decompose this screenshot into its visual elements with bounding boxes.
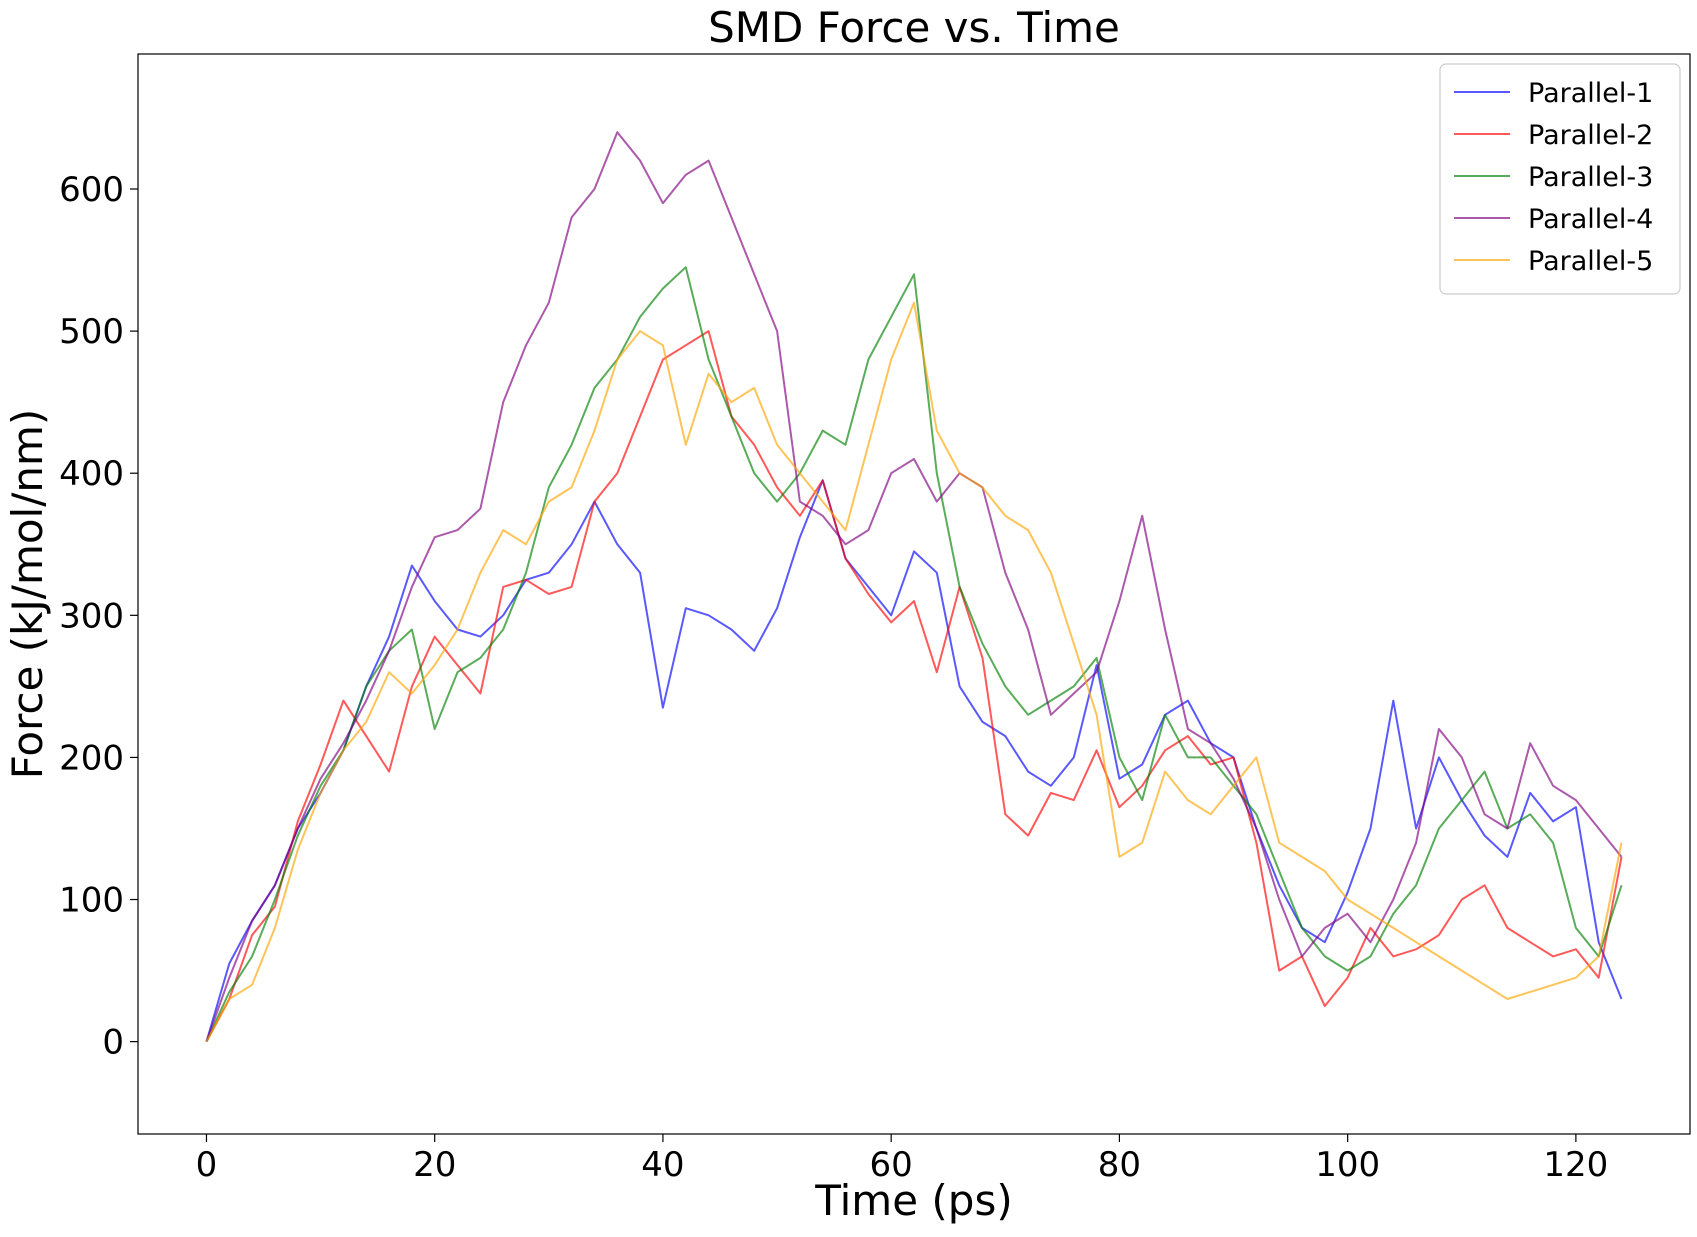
x-tick-label: 100 [1315,1145,1380,1185]
series-line-4 [205,131,1623,1042]
legend-label: Parallel-1 [1528,78,1653,109]
legend-box [1439,63,1681,295]
series-line-2 [205,330,1623,1043]
x-tick-label: 0 [196,1145,218,1185]
plot-frame [137,53,1691,1135]
y-axis-label: Force (kJ/mol/nm) [3,409,52,780]
y-tick-label: 0 [102,1023,124,1063]
legend-label: Parallel-2 [1528,120,1653,151]
y-tick-label: 100 [59,881,124,921]
x-tick-label: 60 [870,1145,913,1185]
legend-label: Parallel-4 [1528,204,1653,235]
x-tick-label: 40 [641,1145,684,1185]
x-tick-label: 120 [1543,1145,1608,1185]
y-tick-label: 200 [59,738,124,778]
x-axis-label: Time (ps) [814,1176,1012,1225]
y-tick-label: 400 [59,454,124,494]
legend-label: Parallel-5 [1528,246,1653,277]
x-tick-label: 80 [1098,1145,1141,1185]
series-line-5 [205,301,1623,1043]
y-tick-label: 600 [59,170,124,210]
chart-title: SMD Force vs. Time [708,3,1120,52]
legend: Parallel-1 Parallel-2 Parallel-3 Parallel-4… [1439,63,1681,295]
x-tick-label: 20 [413,1145,456,1185]
x-axis-ticks: 0 20 40 60 80 100 120 [196,1134,1608,1185]
y-axis-ticks: 0 100 200 300 400 500 600 [59,170,138,1063]
y-tick-label: 500 [59,312,124,352]
series-line-1 [205,479,1623,1042]
legend-label: Parallel-3 [1528,162,1653,193]
y-tick-label: 300 [59,596,124,636]
series-line-3 [205,266,1623,1043]
series-layer [205,131,1623,1043]
